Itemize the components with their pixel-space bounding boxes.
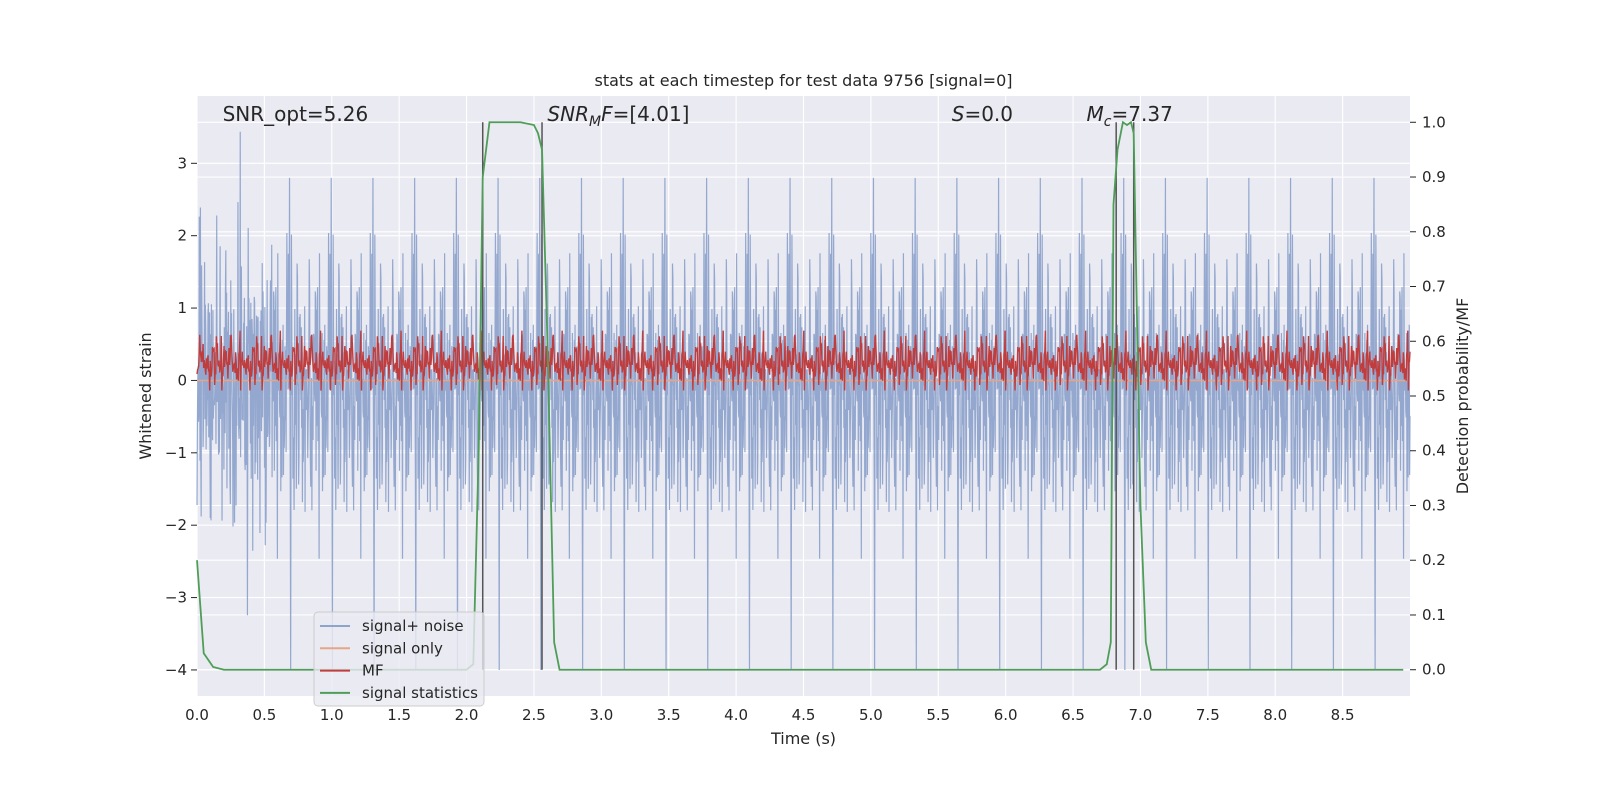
annotation-subscript: c bbox=[1104, 114, 1112, 130]
legend-label: signal+ noise bbox=[362, 617, 464, 635]
y-tick-label: −4 bbox=[165, 661, 187, 679]
y-tick-label: 0 bbox=[177, 371, 187, 389]
y-tick-label: −2 bbox=[165, 516, 187, 534]
annotation-suffix: F bbox=[601, 102, 613, 126]
y2-tick-label: 0.9 bbox=[1422, 168, 1446, 186]
x-tick-label: 8.5 bbox=[1331, 706, 1355, 724]
annotation-value: =[4.01] bbox=[613, 102, 690, 126]
y2-tick-label: 0.0 bbox=[1422, 661, 1446, 679]
x-tick-label: 7.5 bbox=[1196, 706, 1220, 724]
y2-tick-label: 1.0 bbox=[1422, 113, 1446, 131]
annotation-text: SNRMF=[4.01] bbox=[547, 102, 689, 130]
legend-box bbox=[313, 611, 485, 707]
y2-axis-ticks: 1.0 0.9 0.8 0.7 0.6 0.5 0.4 0.3 0.2 0.1 0.0 bbox=[1410, 113, 1446, 679]
y2-axis-label: Detection probability/MF bbox=[1453, 298, 1472, 495]
signal-noise-series bbox=[196, 131, 1411, 670]
annotation-prefix: S bbox=[952, 102, 965, 126]
annotation-prefix: M bbox=[1087, 102, 1104, 126]
x-axis-ticks: 0.0 0.5 1.0 1.5 2.0 2.5 3.0 3.5 4.0 4.5 5.0 5.5 6.0 6… bbox=[185, 706, 1354, 724]
annotation-prefix: SNR bbox=[547, 102, 589, 126]
y2-tick-label: 0.3 bbox=[1422, 496, 1446, 514]
signal-noise-line bbox=[196, 131, 1411, 670]
y2-tick-label: 0.2 bbox=[1422, 551, 1446, 569]
x-tick-label: 5.5 bbox=[926, 706, 950, 724]
y-tick-label: 1 bbox=[177, 299, 187, 317]
x-tick-label: 0.0 bbox=[185, 706, 209, 724]
x-axis-label: Time (s) bbox=[770, 729, 836, 748]
chart-title: stats at each timestep for test data 975… bbox=[594, 71, 1012, 90]
mf-series bbox=[196, 330, 1411, 391]
annotation-text: SNR_opt=5.26 bbox=[223, 102, 369, 126]
y2-tick-label: 0.8 bbox=[1422, 223, 1446, 241]
annotation-value: =7.37 bbox=[1112, 102, 1173, 126]
x-tick-label: 3.0 bbox=[589, 706, 613, 724]
legend-label: signal only bbox=[362, 639, 443, 657]
annotations: SNR_opt=5.26 SNRMF=[4.01] S=0.0 Mc=7.37 bbox=[223, 102, 1173, 130]
y-axis-label: Whitened strain bbox=[136, 332, 155, 459]
x-tick-label: 6.5 bbox=[1061, 706, 1085, 724]
x-tick-label: 1.5 bbox=[387, 706, 411, 724]
legend: signal+ noise signal only MF signal statist… bbox=[313, 611, 485, 707]
y2-tick-label: 0.4 bbox=[1422, 442, 1446, 460]
mf-line bbox=[196, 330, 1411, 391]
annotation-value: =5.26 bbox=[307, 102, 368, 126]
y2-tick-label: 0.7 bbox=[1422, 278, 1446, 296]
x-tick-label: 5.0 bbox=[859, 706, 883, 724]
x-tick-label: 2.5 bbox=[522, 706, 546, 724]
annotation-text: Mc=7.37 bbox=[1087, 102, 1173, 130]
x-tick-label: 1.0 bbox=[320, 706, 344, 724]
y2-tick-label: 0.6 bbox=[1422, 332, 1446, 350]
annotation-prefix: SNR_opt bbox=[223, 102, 307, 126]
x-tick-label: 0.5 bbox=[252, 706, 276, 724]
legend-label: signal statistics bbox=[362, 684, 478, 702]
legend-label: MF bbox=[362, 662, 384, 680]
y-axis-ticks: 3 2 1 0 −1 −2 −3 −4 bbox=[165, 154, 197, 679]
y-tick-label: −1 bbox=[165, 444, 187, 462]
x-tick-label: 6.0 bbox=[994, 706, 1018, 724]
x-tick-label: 8.0 bbox=[1263, 706, 1287, 724]
y-tick-label: −3 bbox=[165, 589, 187, 607]
x-tick-label: 7.0 bbox=[1129, 706, 1153, 724]
x-tick-label: 2.0 bbox=[455, 706, 479, 724]
vertical-markers bbox=[481, 122, 1135, 670]
x-tick-label: 3.5 bbox=[657, 706, 681, 724]
y2-tick-label: 0.5 bbox=[1422, 387, 1446, 405]
annotation-subscript: M bbox=[589, 114, 601, 130]
x-tick-label: 4.5 bbox=[792, 706, 816, 724]
y-tick-label: 3 bbox=[177, 154, 187, 172]
annotation-text: S=0.0 bbox=[952, 102, 1013, 126]
x-tick-label: 4.0 bbox=[724, 706, 748, 724]
y2-tick-label: 0.1 bbox=[1422, 606, 1446, 624]
y-tick-label: 2 bbox=[177, 227, 187, 245]
annotation-value: =0.0 bbox=[964, 102, 1013, 126]
